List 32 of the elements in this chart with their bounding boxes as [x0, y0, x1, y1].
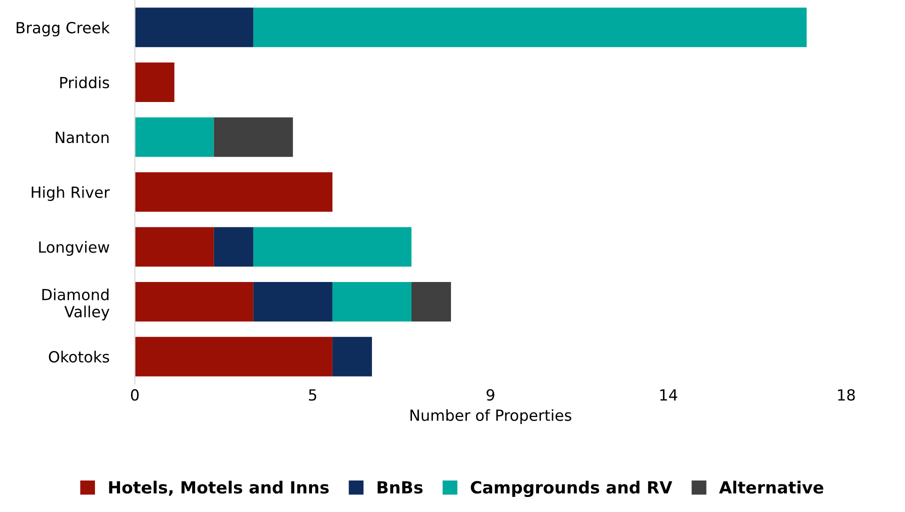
y-tick-label: Bragg Creek [16, 22, 110, 36]
bar [214, 117, 293, 157]
legend-label: Alternative [719, 480, 824, 494]
bar [253, 8, 807, 48]
x-axis-title: Number of Properties [410, 409, 572, 424]
y-tick-label: Longview [39, 241, 110, 256]
y-tick-label: Priddis [60, 76, 110, 88]
x-tick-label: 14 [660, 389, 678, 400]
x-tick-label: 0 [130, 389, 139, 401]
bar [332, 336, 372, 376]
bar [134, 8, 254, 48]
y-tick-label: High River [32, 186, 110, 201]
bar [134, 336, 332, 376]
legend-label: Hotels, Motels and Inns [109, 480, 329, 496]
x-tick-label: 18 [838, 389, 855, 401]
bar [134, 62, 174, 102]
y-tick-label: Diamond Valley [42, 288, 110, 320]
x-tick-label: 9 [486, 389, 494, 401]
bar [253, 227, 412, 267]
bar [253, 282, 332, 322]
legend-label: Campgrounds and RV [470, 480, 672, 497]
bar [134, 117, 214, 157]
bar [332, 282, 412, 322]
y-tick-label: Nanton [56, 132, 109, 144]
bar [134, 227, 214, 267]
bar [214, 227, 254, 267]
legend-label: BnBs [378, 481, 423, 494]
x-tick-label: 5 [308, 389, 316, 401]
bar [134, 282, 254, 322]
bar [134, 172, 332, 212]
bar [411, 282, 451, 322]
y-tick-label: Okotoks [48, 350, 110, 363]
